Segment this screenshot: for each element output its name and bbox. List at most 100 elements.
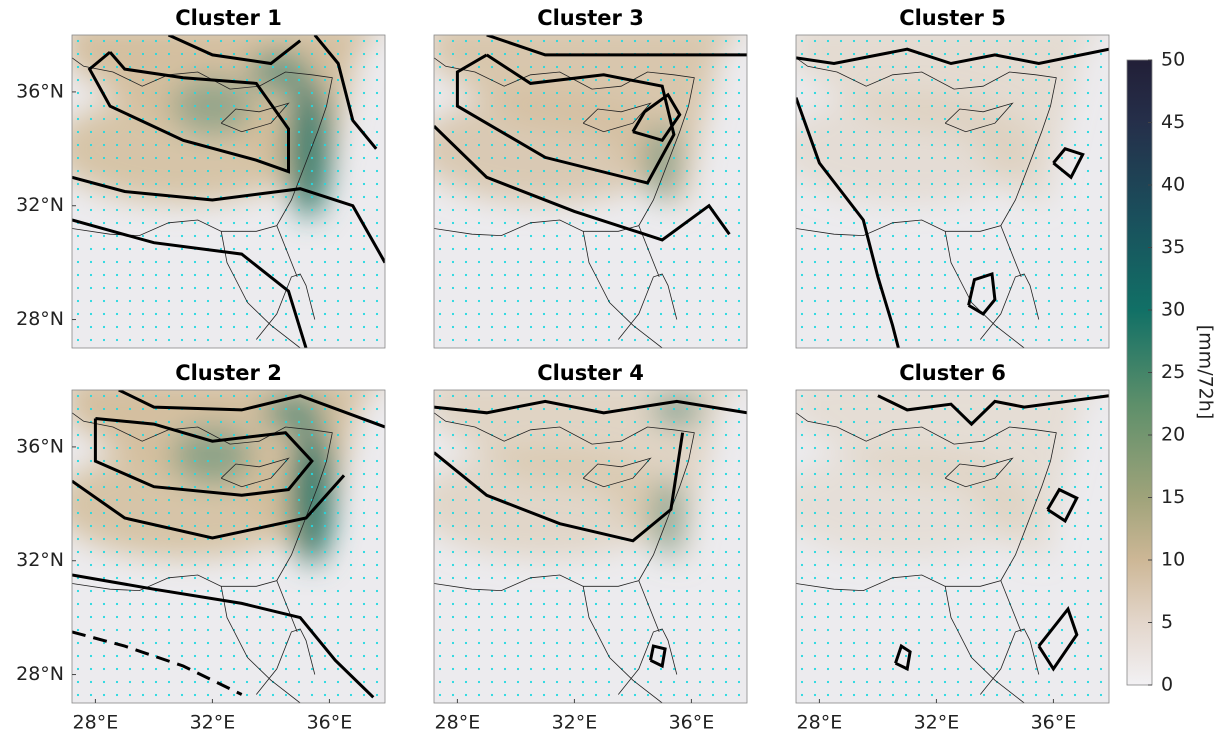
map-content	[434, 35, 747, 348]
coastline	[255, 628, 316, 695]
map-panel: Cluster 2 36°N 32°N 28°N 28°E 32°E 36°E	[16, 361, 386, 734]
coastline	[72, 57, 333, 237]
colorbar-tick-label: 5	[1161, 611, 1173, 633]
contour	[434, 125, 731, 242]
coastline	[979, 628, 1040, 695]
colorbar-tick-label: 50	[1161, 49, 1185, 71]
map-content	[796, 390, 1109, 703]
coastline	[796, 57, 1057, 237]
contour	[967, 272, 997, 316]
map-content	[72, 35, 385, 348]
map-content	[434, 390, 747, 703]
contour	[455, 53, 676, 185]
significance-dots	[796, 390, 1109, 703]
contour	[486, 35, 747, 57]
contour	[93, 417, 314, 497]
panel-title: Cluster 3	[537, 6, 644, 30]
lat-tick-label: 36°N	[16, 80, 64, 102]
panel-title: Cluster 1	[175, 6, 282, 30]
coastline	[276, 225, 298, 278]
coastline	[582, 457, 652, 488]
lon-tick-label: 28°E	[73, 712, 119, 734]
panel-frame	[795, 389, 1110, 704]
coastline	[944, 102, 1014, 133]
colorbar-tick-label: 15	[1161, 486, 1185, 508]
contour	[434, 399, 747, 415]
colorbar-tick-label: 25	[1161, 361, 1185, 383]
coastline	[796, 412, 1057, 592]
coastline	[582, 231, 663, 348]
panel-title: Cluster 5	[899, 6, 1006, 30]
colorbar-tick-label: 10	[1161, 549, 1185, 571]
contour	[434, 432, 685, 543]
coastline	[220, 102, 290, 133]
map-content	[796, 35, 1109, 348]
coastline	[220, 231, 301, 348]
contour	[1037, 606, 1079, 672]
contour	[894, 643, 912, 672]
coastline	[944, 231, 1025, 348]
lon-tick-label: 36°E	[1031, 712, 1077, 734]
contour	[87, 50, 290, 174]
map-panel: Cluster 5	[795, 6, 1110, 349]
contour	[167, 35, 302, 66]
lat-tick-label: 36°N	[16, 435, 64, 457]
lon-tick-label: 36°E	[669, 712, 715, 734]
contour	[72, 175, 385, 264]
contour	[72, 630, 243, 696]
map-panel: Cluster 3	[433, 6, 748, 349]
contour	[877, 394, 1109, 427]
panel-title: Cluster 4	[537, 361, 644, 385]
contour	[649, 644, 667, 669]
lon-tick-label: 32°E	[190, 712, 236, 734]
colorbar-tick-label: 0	[1161, 674, 1173, 696]
lon-tick-label: 28°E	[435, 712, 481, 734]
significance-dots	[72, 390, 385, 703]
contour	[72, 573, 375, 699]
contour	[72, 218, 308, 348]
map-content	[72, 390, 385, 703]
panel-frame	[71, 389, 386, 704]
contour	[118, 390, 385, 429]
map-panel: Cluster 1 36°N 32°N 28°N	[16, 6, 386, 349]
lon-tick-label: 32°E	[914, 712, 960, 734]
coastline	[638, 580, 660, 633]
contour	[313, 35, 378, 150]
panel-frame	[433, 34, 748, 349]
coastline	[220, 586, 301, 703]
lon-tick-label: 28°E	[797, 712, 843, 734]
panel-title: Cluster 6	[899, 361, 1006, 385]
lon-tick-label: 32°E	[552, 712, 598, 734]
lat-tick-label: 28°N	[16, 308, 64, 330]
coastline	[72, 412, 333, 592]
significance-dots	[434, 390, 747, 703]
coastline	[582, 586, 663, 703]
coastline	[255, 273, 316, 340]
coastline	[979, 273, 1040, 340]
colorbar-tick-label: 40	[1161, 174, 1185, 196]
contour	[796, 47, 1109, 66]
contour	[796, 97, 900, 348]
colorbar-tick-label: 45	[1161, 111, 1185, 133]
coastline	[944, 586, 1025, 703]
contour	[1046, 487, 1079, 524]
contour	[631, 92, 682, 143]
map-panel: Cluster 4 28°E 32°E 36°E	[433, 361, 748, 734]
coastline	[1000, 580, 1022, 633]
colorbar-tick-label: 20	[1161, 424, 1185, 446]
colorbar-label: [mm/72h]	[1195, 325, 1217, 419]
coastline	[944, 457, 1014, 488]
contour	[72, 474, 346, 540]
significance-dots	[796, 35, 1109, 348]
panel-frame	[795, 34, 1110, 349]
lon-tick-label: 36°E	[307, 712, 353, 734]
panel-title: Cluster 2	[175, 361, 282, 385]
map-panel: Cluster 6 28°E 32°E 36°E	[795, 361, 1110, 734]
coastline	[582, 102, 652, 133]
contour	[1052, 147, 1085, 180]
coastline	[617, 273, 678, 340]
coastline	[1000, 225, 1022, 278]
coastline	[617, 628, 678, 695]
panel-frame	[433, 389, 748, 704]
coastline	[434, 412, 695, 592]
